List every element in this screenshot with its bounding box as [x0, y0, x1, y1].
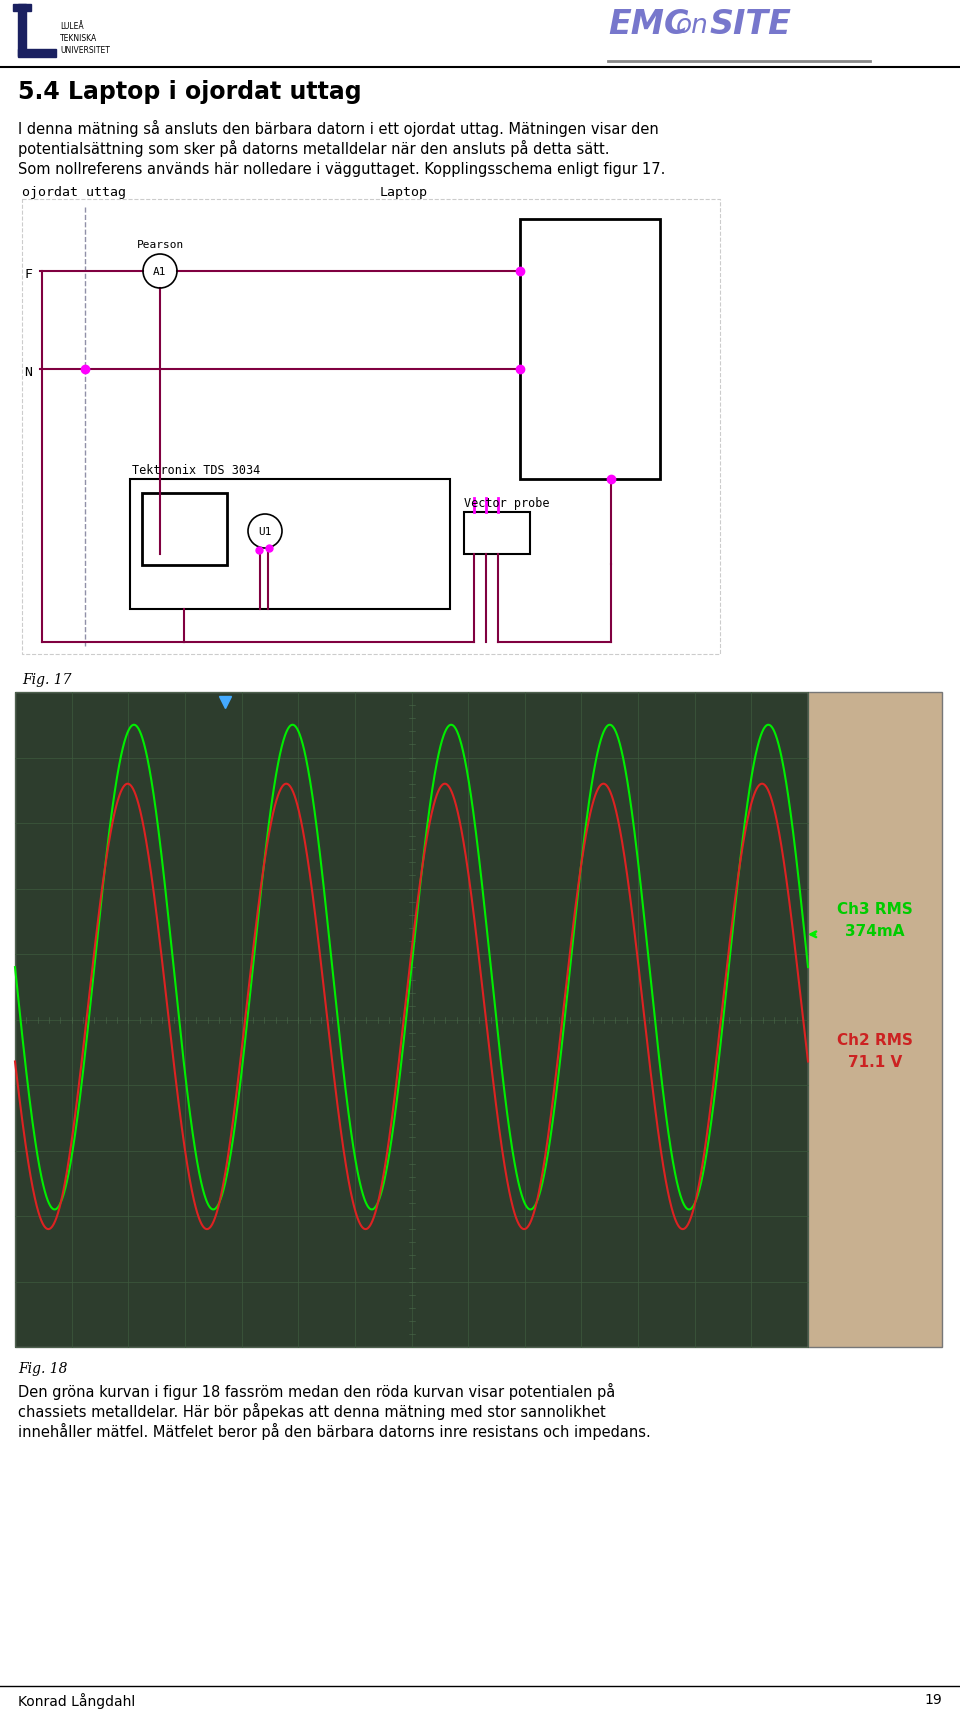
Text: A1: A1 [154, 267, 167, 278]
Text: Vector probe: Vector probe [464, 497, 549, 509]
Text: F: F [24, 267, 32, 281]
Text: innehåller mätfel. Mätfelet beror på den bärbara datorns inre resistans och impe: innehåller mätfel. Mätfelet beror på den… [18, 1423, 651, 1440]
Text: Fig. 17: Fig. 17 [22, 672, 71, 687]
Text: U1: U1 [258, 526, 272, 536]
Bar [18, 50, 56, 58]
Text: potentialsättning som sker på datorns metalldelar när den ansluts på detta sätt.: potentialsättning som sker på datorns me… [18, 141, 610, 158]
Text: Laptop: Laptop [380, 185, 428, 199]
Text: Som nollreferens används här nolledare i vägguttaget. Kopplingsschema enligt fig: Som nollreferens används här nolledare i… [18, 161, 665, 177]
Text: SITE: SITE [710, 9, 792, 41]
Bar [808, 692, 942, 1347]
Text: 71.1 V: 71.1 V [848, 1054, 902, 1070]
Bar [13, 5, 31, 12]
Bar [142, 494, 227, 566]
Text: 374mA: 374mA [845, 924, 904, 938]
Text: EMC: EMC [608, 9, 688, 41]
Text: Fig. 18: Fig. 18 [18, 1361, 67, 1375]
Text: chassiets metalldelar. Här bör påpekas att denna mätning med stor sannolikhet: chassiets metalldelar. Här bör påpekas a… [18, 1402, 606, 1419]
Text: Konrad Långdahl: Konrad Långdahl [18, 1692, 135, 1707]
Text: 19: 19 [924, 1692, 942, 1705]
Bar [130, 480, 450, 610]
Text: 5.4 Laptop i ojordat uttag: 5.4 Laptop i ojordat uttag [18, 81, 362, 105]
Bar [520, 219, 660, 480]
Text: LULEÅ
TEKNISKA
UNIVERSITET: LULEÅ TEKNISKA UNIVERSITET [60, 22, 109, 55]
Text: ojordat uttag: ojordat uttag [22, 185, 126, 199]
Bar [15, 692, 808, 1347]
Text: Ch3 RMS: Ch3 RMS [837, 902, 913, 915]
Text: on: on [676, 14, 708, 39]
Text: Ch2 RMS: Ch2 RMS [837, 1032, 913, 1047]
Bar [22, 201, 720, 655]
Bar [464, 512, 530, 555]
Text: Tektronix TDS 3034: Tektronix TDS 3034 [132, 464, 260, 476]
Text: I denna mätning så ansluts den bärbara datorn i ett ojordat uttag. Mätningen vis: I denna mätning så ansluts den bärbara d… [18, 120, 659, 137]
Text: N: N [24, 365, 32, 379]
Text: Den gröna kurvan i figur 18 fassröm medan den röda kurvan visar potentialen på: Den gröna kurvan i figur 18 fassröm meda… [18, 1381, 615, 1399]
Text: Pearson: Pearson [136, 240, 183, 250]
Bar [18, 5, 26, 57]
